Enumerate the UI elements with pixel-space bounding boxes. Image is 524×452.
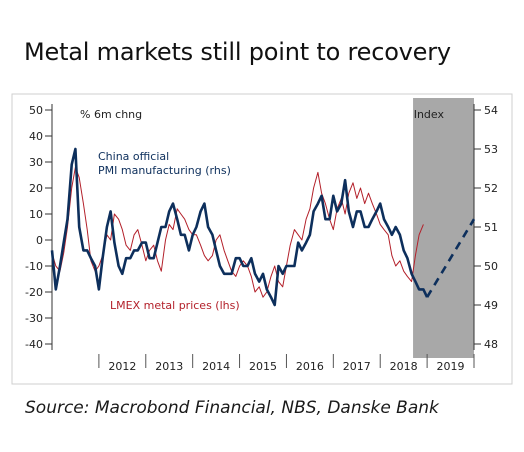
x-tick-label: 2019 — [437, 360, 465, 373]
forecast-band — [413, 98, 474, 358]
chart-title: Metal markets still point to recovery — [24, 38, 451, 66]
left-tick-label: -20 — [25, 286, 43, 299]
left-tick-label: 10 — [29, 208, 43, 221]
right-tick-label: 49 — [484, 299, 498, 312]
x-tick-label: 2014 — [202, 360, 230, 373]
left-axis-title: % 6m chng — [80, 108, 142, 121]
right-tick-label: 50 — [484, 260, 498, 273]
chart-border — [11, 93, 513, 385]
x-tick-label: 2015 — [249, 360, 277, 373]
series-pmi-forecast-line — [425, 218, 476, 298]
left-tick-label: 0 — [36, 234, 43, 247]
right-tick-label: 48 — [484, 338, 498, 351]
right-tick-label: 53 — [484, 143, 498, 156]
annotation-lmex: LMEX metal prices (lhs) — [110, 299, 240, 312]
right-tick-label: 52 — [484, 182, 498, 195]
left-tick-label: 50 — [29, 104, 43, 117]
x-tick-label: 2018 — [390, 360, 418, 373]
series-pmi-line — [50, 147, 429, 307]
left-tick-label: 40 — [29, 130, 43, 143]
left-tick-label: -40 — [25, 338, 43, 351]
right-tick-label: 54 — [484, 104, 498, 117]
chart-source: Source: Macrobond Financial, NBS, Danske… — [25, 398, 439, 418]
left-tick-label: -10 — [25, 260, 43, 273]
x-tick-label: 2017 — [343, 360, 371, 373]
x-tick-label: 2016 — [296, 360, 324, 373]
left-tick-label: 20 — [29, 182, 43, 195]
x-tick-label: 2013 — [155, 360, 183, 373]
annotation-pmi-line1: China official — [98, 150, 169, 163]
annotation-pmi-line2: PMI manufacturing (rhs) — [98, 164, 231, 177]
right-tick-label: 51 — [484, 221, 498, 234]
left-tick-label: -30 — [25, 312, 43, 325]
right-axis-title: Index — [414, 108, 445, 121]
x-tick-label: 2012 — [108, 360, 136, 373]
series-lmex-line — [51, 166, 424, 298]
left-tick-label: 30 — [29, 156, 43, 169]
